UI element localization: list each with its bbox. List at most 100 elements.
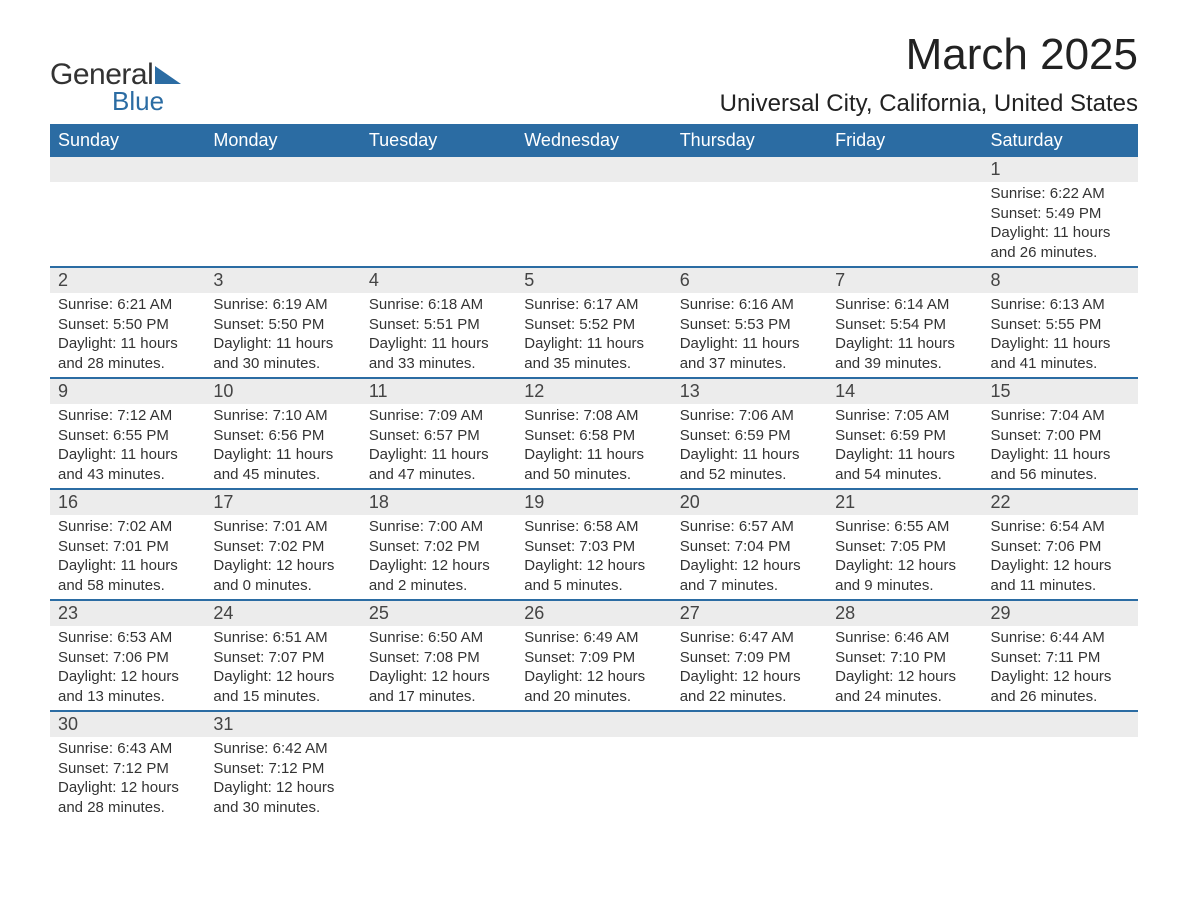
day-number: 25 <box>361 601 516 626</box>
day-details-cell: Sunrise: 6:14 AMSunset: 5:54 PMDaylight:… <box>827 293 982 378</box>
day-number: 20 <box>672 490 827 515</box>
detail-sunrise: Sunrise: 6:42 AM <box>213 739 352 759</box>
day-details-cell: Sunrise: 6:47 AMSunset: 7:09 PMDaylight:… <box>672 626 827 711</box>
detail-daylight1: Daylight: 11 hours <box>991 223 1130 243</box>
detail-sunset: Sunset: 5:52 PM <box>524 315 663 335</box>
day-number: 24 <box>205 601 360 626</box>
detail-sunrise: Sunrise: 6:18 AM <box>369 295 508 315</box>
day-details-cell: Sunrise: 7:06 AMSunset: 6:59 PMDaylight:… <box>672 404 827 489</box>
day-cell: 29 <box>983 600 1138 626</box>
day-details-cell: Sunrise: 6:22 AMSunset: 5:49 PMDaylight:… <box>983 182 1138 267</box>
day-cell <box>50 156 205 182</box>
daynum-row: 9101112131415 <box>50 378 1138 404</box>
day-details-cell: Sunrise: 6:46 AMSunset: 7:10 PMDaylight:… <box>827 626 982 711</box>
detail-sunrise: Sunrise: 7:06 AM <box>680 406 819 426</box>
day-details-cell: Sunrise: 7:12 AMSunset: 6:55 PMDaylight:… <box>50 404 205 489</box>
day-number: 8 <box>983 268 1138 293</box>
detail-sunrise: Sunrise: 6:22 AM <box>991 184 1130 204</box>
day-number: 11 <box>361 379 516 404</box>
detail-sunset: Sunset: 7:02 PM <box>369 537 508 557</box>
day-cell: 4 <box>361 267 516 293</box>
day-details: Sunrise: 6:44 AMSunset: 7:11 PMDaylight:… <box>983 626 1138 710</box>
day-details-cell: Sunrise: 6:49 AMSunset: 7:09 PMDaylight:… <box>516 626 671 711</box>
day-number <box>983 712 1138 734</box>
day-number <box>672 712 827 734</box>
detail-sunrise: Sunrise: 6:49 AM <box>524 628 663 648</box>
day-cell: 17 <box>205 489 360 515</box>
day-details-cell: Sunrise: 6:53 AMSunset: 7:06 PMDaylight:… <box>50 626 205 711</box>
day-number <box>50 157 205 179</box>
detail-sunset: Sunset: 7:12 PM <box>58 759 197 779</box>
day-details: Sunrise: 7:02 AMSunset: 7:01 PMDaylight:… <box>50 515 205 599</box>
day-number: 26 <box>516 601 671 626</box>
brand-logo: General Blue <box>50 58 181 117</box>
day-details <box>361 737 516 743</box>
detail-daylight1: Daylight: 12 hours <box>680 556 819 576</box>
detail-sunrise: Sunrise: 6:44 AM <box>991 628 1130 648</box>
day-number: 1 <box>983 157 1138 182</box>
day-number: 31 <box>205 712 360 737</box>
detail-daylight2: and 33 minutes. <box>369 354 508 374</box>
detail-sunset: Sunset: 5:49 PM <box>991 204 1130 224</box>
day-number: 29 <box>983 601 1138 626</box>
day-details: Sunrise: 7:09 AMSunset: 6:57 PMDaylight:… <box>361 404 516 488</box>
detail-sunrise: Sunrise: 6:47 AM <box>680 628 819 648</box>
day-cell: 31 <box>205 711 360 737</box>
day-details: Sunrise: 7:10 AMSunset: 6:56 PMDaylight:… <box>205 404 360 488</box>
day-details: Sunrise: 7:12 AMSunset: 6:55 PMDaylight:… <box>50 404 205 488</box>
day-details-cell: Sunrise: 6:21 AMSunset: 5:50 PMDaylight:… <box>50 293 205 378</box>
detail-sunrise: Sunrise: 7:05 AM <box>835 406 974 426</box>
day-details: Sunrise: 7:05 AMSunset: 6:59 PMDaylight:… <box>827 404 982 488</box>
detail-daylight2: and 58 minutes. <box>58 576 197 596</box>
detail-sunrise: Sunrise: 6:50 AM <box>369 628 508 648</box>
detail-sunset: Sunset: 5:53 PM <box>680 315 819 335</box>
day-number <box>672 157 827 179</box>
day-cell: 25 <box>361 600 516 626</box>
detail-daylight1: Daylight: 12 hours <box>991 667 1130 687</box>
day-details: Sunrise: 6:53 AMSunset: 7:06 PMDaylight:… <box>50 626 205 710</box>
day-cell <box>361 156 516 182</box>
page-header: General Blue March 2025 Universal City, … <box>50 30 1138 118</box>
detail-daylight2: and 54 minutes. <box>835 465 974 485</box>
brand-triangle-icon <box>155 66 181 84</box>
detail-daylight2: and 39 minutes. <box>835 354 974 374</box>
day-cell: 15 <box>983 378 1138 404</box>
detail-daylight2: and 26 minutes. <box>991 243 1130 263</box>
detail-sunset: Sunset: 7:05 PM <box>835 537 974 557</box>
detail-sunrise: Sunrise: 6:19 AM <box>213 295 352 315</box>
day-details-cell: Sunrise: 6:57 AMSunset: 7:04 PMDaylight:… <box>672 515 827 600</box>
detail-sunrise: Sunrise: 6:13 AM <box>991 295 1130 315</box>
detail-sunset: Sunset: 7:10 PM <box>835 648 974 668</box>
detail-daylight1: Daylight: 11 hours <box>369 334 508 354</box>
detail-daylight1: Daylight: 12 hours <box>369 556 508 576</box>
day-details: Sunrise: 6:46 AMSunset: 7:10 PMDaylight:… <box>827 626 982 710</box>
day-number: 4 <box>361 268 516 293</box>
weekday-header: Wednesday <box>516 125 671 156</box>
day-details-cell: Sunrise: 6:43 AMSunset: 7:12 PMDaylight:… <box>50 737 205 821</box>
day-cell: 14 <box>827 378 982 404</box>
day-details-cell: Sunrise: 6:55 AMSunset: 7:05 PMDaylight:… <box>827 515 982 600</box>
day-details: Sunrise: 7:06 AMSunset: 6:59 PMDaylight:… <box>672 404 827 488</box>
day-details-cell <box>827 182 982 267</box>
details-row: Sunrise: 6:22 AMSunset: 5:49 PMDaylight:… <box>50 182 1138 267</box>
day-cell: 5 <box>516 267 671 293</box>
detail-sunset: Sunset: 6:57 PM <box>369 426 508 446</box>
detail-sunset: Sunset: 7:11 PM <box>991 648 1130 668</box>
day-number: 14 <box>827 379 982 404</box>
day-details-cell: Sunrise: 6:44 AMSunset: 7:11 PMDaylight:… <box>983 626 1138 711</box>
detail-sunset: Sunset: 7:12 PM <box>213 759 352 779</box>
day-details: Sunrise: 6:17 AMSunset: 5:52 PMDaylight:… <box>516 293 671 377</box>
day-number: 18 <box>361 490 516 515</box>
day-details-cell: Sunrise: 7:10 AMSunset: 6:56 PMDaylight:… <box>205 404 360 489</box>
day-number: 22 <box>983 490 1138 515</box>
day-details-cell: Sunrise: 7:02 AMSunset: 7:01 PMDaylight:… <box>50 515 205 600</box>
day-details: Sunrise: 6:57 AMSunset: 7:04 PMDaylight:… <box>672 515 827 599</box>
detail-daylight1: Daylight: 12 hours <box>213 778 352 798</box>
day-details: Sunrise: 6:13 AMSunset: 5:55 PMDaylight:… <box>983 293 1138 377</box>
daynum-row: 16171819202122 <box>50 489 1138 515</box>
day-details-cell: Sunrise: 7:01 AMSunset: 7:02 PMDaylight:… <box>205 515 360 600</box>
calendar-thead: SundayMondayTuesdayWednesdayThursdayFrid… <box>50 125 1138 156</box>
day-details <box>516 737 671 743</box>
detail-daylight1: Daylight: 11 hours <box>680 334 819 354</box>
day-details-cell: Sunrise: 6:51 AMSunset: 7:07 PMDaylight:… <box>205 626 360 711</box>
